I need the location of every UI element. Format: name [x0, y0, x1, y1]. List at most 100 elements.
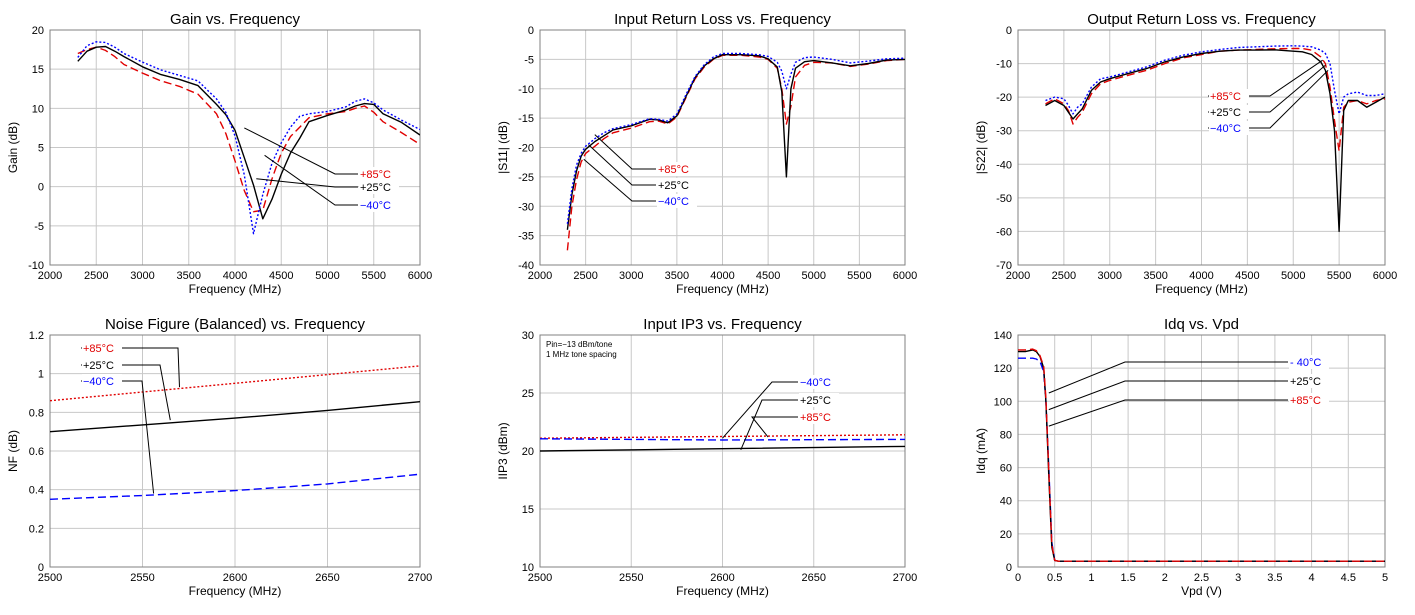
x-tick-label: 2550 — [619, 572, 643, 584]
annotation-leader — [256, 178, 358, 188]
y-tick-label: 1 — [38, 369, 44, 381]
x-tick-label: 3500 — [665, 270, 689, 282]
annotation-leader — [750, 416, 798, 438]
annotation-box — [657, 178, 697, 192]
y-tick-label: -20 — [996, 92, 1012, 104]
x-tick-label: 1.5 — [1120, 572, 1135, 584]
chart-nf: 2500 2550 2600 2650 2700 0 0.2 0.4 0.6 0.8 1 1.2 Noi… — [6, 316, 432, 598]
x-tick-label: 5500 — [362, 270, 386, 282]
y-tick-label: 0.8 — [29, 407, 44, 419]
annotation-leader — [583, 158, 656, 202]
chart-title: Noise Figure (Balanced) vs. Frequency — [105, 316, 366, 333]
chart-title: Output Return Loss vs. Frequency — [1087, 11, 1316, 28]
y-axis-label: Gain (dB) — [6, 122, 20, 173]
series-line — [77, 45, 420, 220]
y-tick-label: -25 — [518, 172, 534, 184]
x-tick-label: 5000 — [315, 270, 339, 282]
series-line — [566, 54, 905, 230]
annotation-box — [359, 198, 399, 212]
y-tick-label: 5 — [38, 143, 44, 155]
y-tick-label: 0.2 — [29, 523, 44, 535]
annotation-box — [1209, 105, 1249, 119]
x-tick-label: 3500 — [1143, 270, 1167, 282]
series-line — [540, 445, 905, 452]
annotation-box — [1289, 393, 1329, 407]
x-tick-label: 2650 — [802, 572, 826, 584]
y-tick-label: 20 — [522, 446, 534, 458]
x-tick-label: 2500 — [528, 572, 552, 584]
series-line — [50, 401, 420, 433]
annotation-label: −40°C — [800, 377, 831, 389]
y-tick-label: -10 — [518, 84, 534, 96]
y-tick-label: -70 — [996, 260, 1012, 272]
annotation-box — [1289, 355, 1329, 369]
annotation-box — [82, 341, 122, 355]
annotation-label: +85°C — [360, 169, 391, 181]
annotation-leader — [588, 144, 656, 186]
annotation-leader — [244, 127, 358, 175]
chart-title: Idq vs. Vpd — [1164, 316, 1239, 333]
plot-frame — [1017, 29, 1386, 266]
y-axis-label: NF (dB) — [6, 430, 20, 472]
x-tick-label: 2 — [1162, 572, 1168, 584]
x-tick-label: 4 — [1309, 572, 1315, 584]
x-tick-label: 4500 — [756, 270, 780, 282]
annotation-label: +85°C — [658, 164, 689, 176]
y-tick-label: 1.2 — [29, 330, 44, 342]
x-tick-label: 2500 — [84, 270, 108, 282]
x-tick-label: 3.5 — [1267, 572, 1282, 584]
x-tick-label: 3000 — [130, 270, 154, 282]
x-tick-label: 2700 — [893, 572, 917, 584]
annotation-leader — [740, 399, 798, 450]
annotation-box — [82, 358, 122, 372]
annotation-leader — [1048, 380, 1288, 411]
chart-gain: 2000 2500 3000 3500 4000 4500 5000 5500 6000 -10 -… — [6, 11, 432, 296]
y-tick-label: 25 — [522, 388, 534, 400]
series-line — [540, 434, 905, 439]
x-tick-label: 2000 — [38, 270, 62, 282]
series-line — [1018, 348, 1385, 562]
y-tick-label: 0 — [528, 25, 534, 37]
x-axis-label: Frequency (MHz) — [676, 584, 769, 598]
y-tick-label: -5 — [524, 54, 534, 66]
x-tick-label: 2500 — [38, 572, 62, 584]
annotation-label: +25°C — [360, 182, 391, 194]
y-axis-label: IIP3 (dBm) — [496, 422, 510, 479]
x-tick-label: 3000 — [619, 270, 643, 282]
chart-s11: 2000 2500 3000 3500 4000 4500 5000 5500 6000 -40 -… — [496, 11, 917, 296]
series-line — [50, 365, 420, 402]
y-tick-label: -35 — [518, 231, 534, 243]
x-tick-label: 6000 — [893, 270, 917, 282]
annotation-box — [359, 180, 399, 194]
annotation-label: −40°C — [83, 376, 114, 388]
y-tick-label: -40 — [518, 260, 534, 272]
y-axis-label: |S11| (dB) — [496, 121, 510, 174]
chart-idq: 0 0.5 1 1.5 2 2.5 3 3.5 4 4.5 5 0 20 40 60 80 100 120 140 I… — [974, 316, 1388, 598]
annotation-leader — [1048, 399, 1288, 427]
y-tick-label: 0 — [1006, 562, 1012, 574]
y-tick-label: 120 — [994, 363, 1012, 375]
y-tick-label: -5 — [34, 221, 44, 233]
x-tick-label: 2650 — [315, 572, 339, 584]
y-tick-label: 15 — [522, 504, 534, 516]
x-axis-label: Frequency (MHz) — [189, 282, 282, 296]
y-tick-label: -30 — [996, 126, 1012, 138]
annotation-label: +25°C — [658, 180, 689, 192]
y-tick-label: 20 — [1000, 529, 1012, 541]
annotation-label: −40°C — [658, 196, 689, 208]
y-axis-label: |S22| (dB) — [974, 121, 988, 175]
chart-note: Pin=−13 dBm/tone — [546, 340, 613, 349]
series-line — [77, 41, 420, 235]
y-tick-label: 0 — [1006, 25, 1012, 37]
y-tick-label: 30 — [522, 330, 534, 342]
annotation-label: - 40°C — [1290, 357, 1321, 369]
annotation-label: +85°C — [83, 343, 114, 355]
plot-frame — [49, 334, 421, 568]
annotation-box — [657, 162, 697, 176]
x-tick-label: 1 — [1088, 572, 1094, 584]
y-tick-label: 60 — [1000, 463, 1012, 475]
annotation-box — [657, 194, 697, 208]
annotation-leader — [594, 134, 656, 170]
